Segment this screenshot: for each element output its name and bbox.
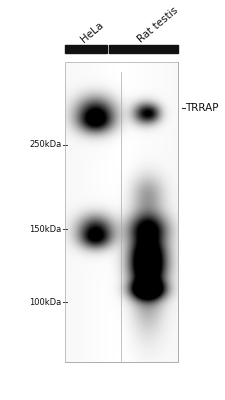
Text: Rat testis: Rat testis	[136, 6, 180, 45]
Text: 150kDa: 150kDa	[29, 225, 62, 234]
Bar	[65, 62, 178, 362]
Text: 100kDa: 100kDa	[29, 298, 62, 307]
Bar	[110, 45, 178, 53]
Text: TRRAP: TRRAP	[185, 103, 219, 113]
Text: HeLa: HeLa	[79, 20, 106, 45]
Text: 250kDa: 250kDa	[29, 140, 62, 149]
Bar	[65, 62, 178, 362]
Bar	[65, 45, 107, 53]
